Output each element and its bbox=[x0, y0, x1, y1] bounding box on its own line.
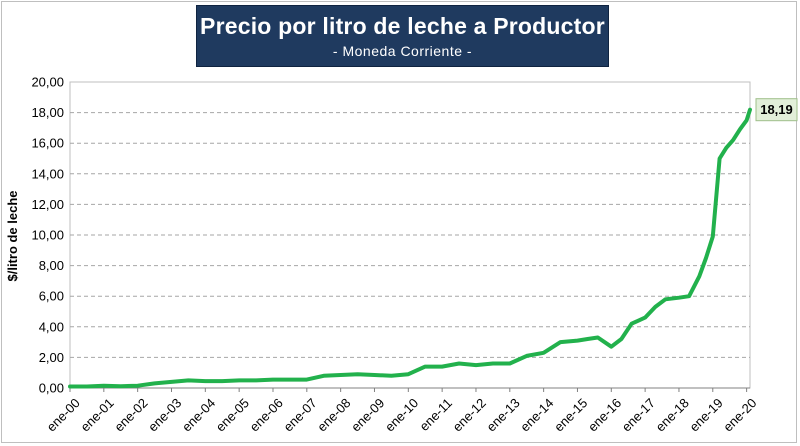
x-tick-label: ene-14 bbox=[517, 395, 556, 434]
x-tick-label: ene-19 bbox=[686, 395, 725, 434]
end-value-label: 18,19 bbox=[755, 98, 798, 122]
x-tick-label: ene-12 bbox=[450, 395, 489, 434]
x-tick-label: ene-05 bbox=[213, 395, 252, 434]
y-tick-label: 8,00 bbox=[39, 258, 64, 273]
y-tick-label: 18,00 bbox=[31, 105, 64, 120]
y-tick-label: 0,00 bbox=[39, 381, 64, 396]
x-tick-label: ene-18 bbox=[653, 395, 692, 434]
y-tick-label: 14,00 bbox=[31, 166, 64, 181]
chart-subtitle: - Moneda Corriente - bbox=[332, 43, 473, 59]
y-tick-label: 12,00 bbox=[31, 197, 64, 212]
chart-title-box: Precio por litro de leche a Productor - … bbox=[196, 5, 609, 67]
x-tick-label: ene-01 bbox=[78, 395, 117, 434]
y-tick-label: 10,00 bbox=[31, 228, 64, 243]
x-tick-label: ene-13 bbox=[483, 395, 522, 434]
x-tick-label: ene-07 bbox=[280, 395, 319, 434]
x-tick-label: ene-16 bbox=[585, 395, 624, 434]
x-axis-ticks: ene-00ene-01ene-02ene-03ene-04ene-05ene-… bbox=[44, 388, 760, 435]
x-tick-label: ene-02 bbox=[111, 395, 150, 434]
end-value-box bbox=[755, 98, 798, 122]
x-tick-label: ene-11 bbox=[416, 395, 455, 434]
x-tick-label: ene-06 bbox=[247, 395, 286, 434]
x-tick-label: ene-17 bbox=[619, 395, 658, 434]
y-tick-label: 6,00 bbox=[39, 289, 64, 304]
x-tick-label: ene-03 bbox=[145, 395, 184, 434]
y-axis-label: $/litro de leche bbox=[5, 190, 20, 281]
y-tick-label: 2,00 bbox=[39, 350, 64, 365]
gridlines bbox=[70, 112, 750, 358]
x-tick-label: ene-09 bbox=[348, 395, 387, 434]
x-tick-label: ene-10 bbox=[382, 395, 421, 434]
chart-title: Precio por litro de leche a Productor bbox=[200, 13, 605, 39]
y-tick-label: 20,00 bbox=[31, 75, 64, 90]
x-tick-label: ene-20 bbox=[720, 395, 759, 434]
x-tick-label: ene-04 bbox=[179, 395, 218, 434]
x-tick-label: ene-08 bbox=[314, 395, 353, 434]
y-tick-label: 4,00 bbox=[39, 319, 64, 334]
series-line bbox=[68, 107, 752, 389]
x-tick-label: ene-00 bbox=[44, 395, 83, 434]
x-tick-label: ene-15 bbox=[551, 395, 590, 434]
end-value-text: 18,19 bbox=[760, 102, 793, 117]
y-axis-ticks: 0,00 2,00 4,00 6,00 8,00 10,00 12,00 14,00 16,00… bbox=[31, 75, 64, 396]
y-tick-label: 16,00 bbox=[31, 136, 64, 151]
